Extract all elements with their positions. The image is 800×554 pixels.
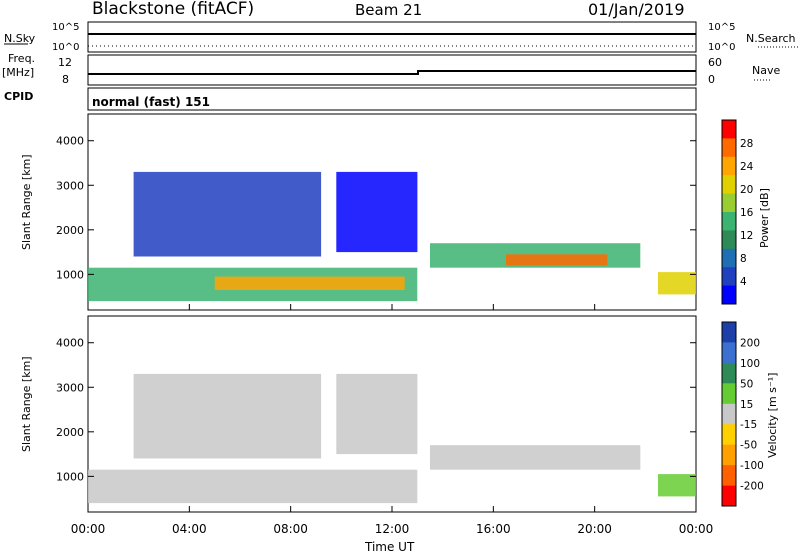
colorbar-tick-label: 50 bbox=[740, 378, 753, 390]
ytick-label: 2000 bbox=[56, 224, 84, 237]
colorbar-segment bbox=[722, 465, 736, 486]
colorbar-tick-label: 28 bbox=[740, 138, 753, 150]
colorbar-tick-label: 100 bbox=[740, 358, 760, 370]
colorbar-segment bbox=[722, 120, 736, 139]
colorbar-segment bbox=[722, 248, 736, 268]
colorbar-segment bbox=[722, 342, 736, 364]
colorbar-segment bbox=[722, 212, 736, 231]
colorbar-tick-label: -50 bbox=[740, 440, 757, 452]
velocity-colorbar-label: Velocity [m s⁻¹] bbox=[766, 373, 779, 458]
colorbar-tick-label: 15 bbox=[740, 399, 753, 411]
colorbar-segment bbox=[722, 322, 736, 343]
colorbar-segment bbox=[722, 424, 736, 446]
scatter-region-2 bbox=[658, 474, 696, 497]
ytick-label: 3000 bbox=[56, 179, 84, 192]
colorbar-segment bbox=[722, 444, 736, 466]
ytick-label: 4000 bbox=[56, 135, 84, 148]
ytick-label: 4000 bbox=[56, 337, 84, 350]
noise-tick-high-right: 10^5 bbox=[708, 22, 735, 33]
colorbar-tick-label: -100 bbox=[740, 460, 764, 472]
colorbar-tick-label: -200 bbox=[740, 481, 764, 493]
noise-tick-low-right: 10^0 bbox=[708, 42, 735, 53]
noise-panel bbox=[87, 21, 697, 53]
beam-title: Beam 21 bbox=[355, 1, 422, 19]
power-axes: 1000 2000 3000 4000 bbox=[56, 135, 697, 310]
nave-tick-low: 0 bbox=[708, 73, 715, 86]
colorbar-frame bbox=[721, 119, 737, 305]
nave-tick-high: 60 bbox=[708, 56, 722, 69]
colorbar-segment bbox=[722, 156, 736, 176]
colorbar-tick-label: 200 bbox=[740, 337, 760, 349]
colorbar-tick-label: 24 bbox=[740, 161, 754, 173]
freq-label-line2: [MHz] bbox=[2, 66, 34, 79]
nave-label: Nave bbox=[752, 64, 780, 77]
xtick-label: 20:00 bbox=[577, 522, 612, 536]
colorbar-segment bbox=[722, 230, 736, 250]
colorbar-segment bbox=[722, 175, 736, 195]
date-title: 01/Jan/2019 bbox=[588, 0, 685, 19]
colorbar-segment bbox=[722, 267, 736, 287]
colorbar-tick-label: -15 bbox=[740, 419, 757, 431]
velocity-colorbar: 200 100 50 15 -15 -50 -100 -200 bbox=[721, 321, 764, 507]
ytick-label: 1000 bbox=[56, 268, 84, 281]
nsky-label: N.Sky bbox=[4, 32, 36, 45]
xtick-label: 04:00 bbox=[172, 522, 207, 536]
ytick-label: 2000 bbox=[56, 426, 84, 439]
colorbar-segment bbox=[722, 362, 736, 384]
xtick-label: 16:00 bbox=[476, 522, 511, 536]
colorbar-segment bbox=[722, 285, 736, 305]
cpid-label: CPID bbox=[4, 90, 33, 103]
cpid-value: normal (fast) 151 bbox=[92, 95, 210, 109]
scatter-region-1 bbox=[430, 445, 641, 470]
freq-tick-high: 12 bbox=[58, 56, 72, 69]
velocity-ylabel: Slant Range [km] bbox=[20, 356, 33, 452]
xtick-label: 00:00 bbox=[679, 522, 714, 536]
scatter-region-1 bbox=[214, 276, 405, 290]
velocity-axes: 1000 2000 3000 4000 bbox=[56, 337, 697, 512]
colorbar-segment bbox=[722, 403, 736, 425]
colorbar-tick-label: 4 bbox=[740, 276, 747, 288]
colorbar-segment bbox=[722, 138, 736, 158]
power-colorbar-label: Power [dB] bbox=[758, 188, 771, 248]
scatter-region-3 bbox=[506, 254, 608, 266]
scatter-region-4 bbox=[658, 272, 696, 295]
scatter-region-3 bbox=[133, 373, 322, 459]
colorbar-segment bbox=[722, 383, 736, 405]
noise-tick-high-left: 10^5 bbox=[52, 22, 79, 33]
colorbar-tick-label: 20 bbox=[740, 184, 753, 196]
xtick-label: 12:00 bbox=[375, 522, 410, 536]
cpid-panel bbox=[87, 87, 697, 111]
scatter-region-5 bbox=[133, 171, 322, 257]
xtick-label: 00:00 bbox=[71, 522, 106, 536]
colorbar-frame bbox=[721, 321, 737, 507]
station-title: Blackstone (fitACF) bbox=[92, 0, 254, 19]
time-axis: 00:00 04:00 08:00 12:00 16:00 20:00 00:00 bbox=[71, 522, 714, 536]
freq-line bbox=[88, 70, 696, 75]
scatter-region-6 bbox=[336, 171, 418, 253]
nsearch-label: N.Search bbox=[746, 32, 796, 45]
scatter-region-0 bbox=[88, 469, 418, 504]
power-colorbar: 28 24 20 16 12 8 4 bbox=[721, 119, 754, 305]
freq-label-line1: Freq. bbox=[8, 52, 35, 65]
ytick-label: 3000 bbox=[56, 381, 84, 394]
time-axis-label: Time UT bbox=[364, 540, 415, 554]
colorbar-segment bbox=[722, 193, 736, 213]
colorbar-segment bbox=[722, 485, 736, 507]
scatter-region-4 bbox=[336, 373, 418, 455]
colorbar-tick-label: 8 bbox=[740, 253, 747, 265]
colorbar-tick-label: 16 bbox=[740, 207, 754, 219]
ytick-label: 1000 bbox=[56, 470, 84, 483]
velocity-data-layer bbox=[88, 373, 696, 504]
xtick-label: 08:00 bbox=[273, 522, 308, 536]
noise-tick-low-left: 10^0 bbox=[52, 42, 79, 53]
colorbar-tick-label: 12 bbox=[740, 230, 753, 242]
freq-tick-low: 8 bbox=[62, 73, 69, 86]
power-ylabel: Slant Range [km] bbox=[20, 154, 33, 250]
power-data-layer bbox=[88, 171, 696, 302]
